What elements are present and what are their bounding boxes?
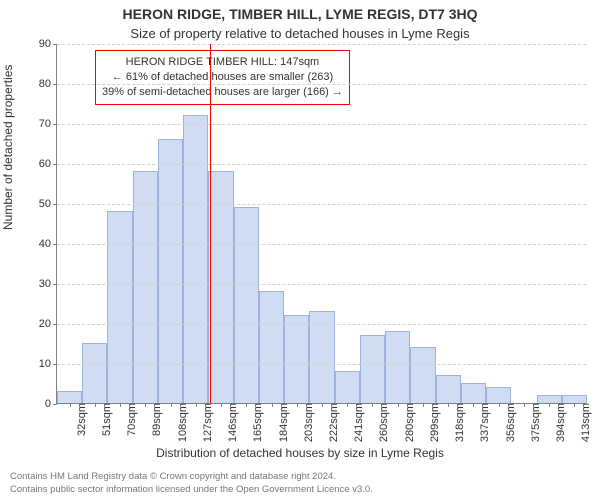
xtick-label: 241sqm <box>351 403 365 442</box>
gridline <box>57 204 586 205</box>
xtick-label: 89sqm <box>149 403 163 436</box>
annotation-box: HERON RIDGE TIMBER HILL: 147sqm← 61% of … <box>95 50 350 105</box>
xtick-mark <box>398 403 399 407</box>
ytick-label: 90 <box>39 38 57 50</box>
gridline <box>57 84 586 85</box>
gridline <box>57 364 586 365</box>
xtick-label: 146sqm <box>225 403 239 442</box>
xtick-mark <box>246 403 247 407</box>
xtick-label: 165sqm <box>250 403 264 442</box>
histogram-bar <box>385 331 410 403</box>
histogram-bar <box>259 291 284 403</box>
y-axis-label: Number of detached properties <box>1 65 15 230</box>
xtick-mark <box>171 403 172 407</box>
xtick-mark <box>549 403 550 407</box>
xtick-label: 280sqm <box>402 403 416 442</box>
xtick-mark <box>448 403 449 407</box>
xtick-label: 260sqm <box>376 403 390 442</box>
xtick-label: 32sqm <box>74 403 88 436</box>
xtick-mark <box>145 403 146 407</box>
xtick-mark <box>95 403 96 407</box>
xtick-mark <box>574 403 575 407</box>
gridline <box>57 284 586 285</box>
xtick-label: 394sqm <box>553 403 567 442</box>
chart-title: HERON RIDGE, TIMBER HILL, LYME REGIS, DT… <box>0 6 600 22</box>
xtick-label: 184sqm <box>276 403 290 442</box>
reference-line <box>210 44 211 403</box>
xtick-label: 70sqm <box>124 403 138 436</box>
gridline <box>57 124 586 125</box>
histogram-bar <box>133 171 158 403</box>
histogram-bar <box>360 335 385 403</box>
xtick-label: 337sqm <box>477 403 491 442</box>
gridline <box>57 44 586 45</box>
histogram-bar <box>410 347 435 403</box>
annotation-line: HERON RIDGE TIMBER HILL: 147sqm <box>102 55 343 70</box>
histogram-bar <box>335 371 360 403</box>
footer-line: Contains HM Land Registry data © Crown c… <box>10 471 373 483</box>
xtick-label: 127sqm <box>200 403 214 442</box>
ytick-label: 20 <box>39 318 57 330</box>
ytick-label: 70 <box>39 118 57 130</box>
xtick-mark <box>347 403 348 407</box>
xtick-mark <box>120 403 121 407</box>
ytick-label: 0 <box>45 398 57 410</box>
plot-area: HERON RIDGE TIMBER HILL: 147sqm← 61% of … <box>56 44 586 404</box>
xtick-label: 413sqm <box>578 403 592 442</box>
ytick-label: 10 <box>39 358 57 370</box>
xtick-label: 222sqm <box>326 403 340 442</box>
histogram-bar <box>183 115 208 403</box>
xtick-label: 356sqm <box>503 403 517 442</box>
histogram-bar <box>57 391 82 403</box>
ytick-label: 80 <box>39 78 57 90</box>
gridline <box>57 244 586 245</box>
xtick-label: 51sqm <box>99 403 113 436</box>
histogram-bar <box>562 395 587 403</box>
histogram-chart: HERON RIDGE, TIMBER HILL, LYME REGIS, DT… <box>0 0 600 500</box>
histogram-bar <box>486 387 511 403</box>
xtick-mark <box>322 403 323 407</box>
ytick-label: 30 <box>39 278 57 290</box>
histogram-bar <box>107 211 132 403</box>
histogram-bar <box>234 207 259 403</box>
xtick-label: 108sqm <box>175 403 189 442</box>
xtick-label: 299sqm <box>427 403 441 442</box>
chart-subtitle: Size of property relative to detached ho… <box>0 26 600 41</box>
histogram-bar <box>82 343 107 403</box>
xtick-mark <box>372 403 373 407</box>
histogram-bar <box>461 383 486 403</box>
gridline <box>57 324 586 325</box>
xtick-mark <box>423 403 424 407</box>
xtick-mark <box>524 403 525 407</box>
xtick-mark <box>221 403 222 407</box>
histogram-bar <box>537 395 562 403</box>
xtick-mark <box>297 403 298 407</box>
xtick-mark <box>473 403 474 407</box>
ytick-label: 60 <box>39 158 57 170</box>
annotation-line: 39% of semi-detached houses are larger (… <box>102 85 343 100</box>
xtick-label: 318sqm <box>452 403 466 442</box>
gridline <box>57 164 586 165</box>
xtick-mark <box>499 403 500 407</box>
footer-attribution: Contains HM Land Registry data © Crown c… <box>10 471 373 496</box>
footer-line: Contains public sector information licen… <box>10 484 373 496</box>
xtick-mark <box>70 403 71 407</box>
xtick-mark <box>272 403 273 407</box>
ytick-label: 50 <box>39 198 57 210</box>
x-axis-label: Distribution of detached houses by size … <box>0 446 600 460</box>
annotation-line: ← 61% of detached houses are smaller (26… <box>102 70 343 85</box>
histogram-bar <box>208 171 233 403</box>
ytick-label: 40 <box>39 238 57 250</box>
xtick-label: 203sqm <box>301 403 315 442</box>
histogram-bar <box>436 375 461 403</box>
xtick-mark <box>196 403 197 407</box>
histogram-bar <box>284 315 309 403</box>
xtick-label: 375sqm <box>528 403 542 442</box>
